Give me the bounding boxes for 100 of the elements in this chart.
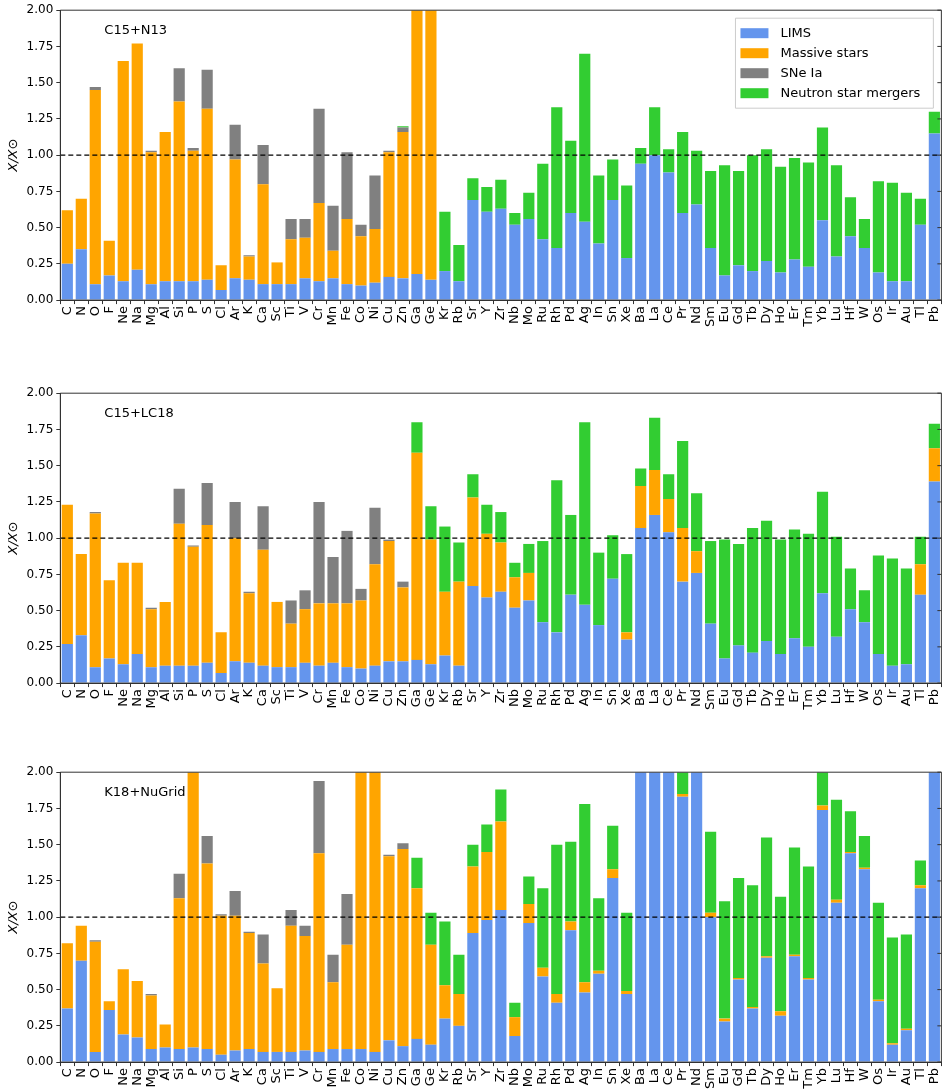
x-tick-label: Rh: [548, 689, 564, 707]
x-tick-label: Pr: [674, 305, 690, 320]
x-tick-label: Rh: [548, 306, 564, 324]
x-tick-label: Ru: [534, 1068, 550, 1085]
x-tick-label: Pd: [562, 306, 578, 323]
x-tick-label: Cu: [380, 306, 396, 324]
x-tick-label: Yb: [813, 306, 829, 324]
x-tick-label: Al: [156, 306, 172, 319]
x-tick-label: O: [86, 1068, 102, 1079]
x-tick-label: Dy: [757, 1067, 773, 1086]
y-tick-label: 0.25: [26, 638, 54, 653]
x-tick-label: Zr: [492, 305, 508, 321]
x-tick-label: Sm: [701, 306, 717, 328]
y-tick-label: 0.50: [26, 219, 54, 234]
x-tick-label: Mo: [520, 306, 536, 326]
x-tick-label: Al: [156, 1068, 172, 1081]
y-tick-label: 1.25: [26, 494, 54, 509]
x-tick-label: Ba: [632, 689, 648, 706]
x-tick-label: Pb: [925, 689, 941, 706]
y-axis-title: X/X⊙: [5, 138, 21, 173]
x-tick-label: P: [184, 1067, 200, 1076]
x-tick-label: Lu: [827, 306, 843, 322]
x-tick-label: Ca: [254, 1068, 270, 1086]
x-tick-label: Cr: [310, 1067, 326, 1083]
x-tick-label: Nd: [688, 689, 703, 708]
x-tick-label: Ar: [226, 305, 242, 321]
x-tick-label: Mn: [324, 306, 340, 326]
x-tick-label: Pr: [674, 688, 690, 703]
x-tick-label: Tl: [911, 689, 927, 702]
y-tick-label: 1.25: [26, 873, 54, 888]
x-tick-label: Ir: [883, 688, 899, 699]
legend-label: Neutron star mergers: [780, 84, 921, 100]
x-tick-label: Gd: [729, 1068, 745, 1087]
x-tick-label: Ni: [366, 306, 382, 320]
x-tick-label: Ir: [883, 1067, 899, 1078]
x-tick-label: Rh: [548, 1068, 564, 1086]
x-tick-label: Na: [128, 306, 144, 324]
x-tick-label: Ag: [576, 689, 592, 707]
x-tick-label: Ca: [254, 689, 270, 707]
x-tick-label: Sn: [604, 1068, 620, 1085]
x-tick-label: Ga: [408, 1068, 424, 1087]
x-tick-label: Mg: [142, 306, 158, 326]
x-tick-label: Sr: [464, 688, 480, 703]
x-tick-label: Pb: [925, 306, 941, 323]
x-tick-label: F: [100, 1068, 116, 1076]
text: C15+LC18: [104, 405, 174, 421]
y-tick-label: 2.00: [26, 385, 54, 400]
x-tick-label: Si: [170, 306, 186, 318]
x-tick-label: C: [58, 689, 74, 699]
x-tick-label: Mn: [324, 689, 340, 709]
x-tick-label: Cr: [310, 688, 326, 704]
x-tick-label: Eu: [715, 306, 731, 323]
y-tick-label: 1.50: [26, 457, 54, 472]
text: K18+NuGrid: [104, 784, 186, 800]
x-tick-label: Ru: [534, 689, 550, 706]
x-tick-label: Sc: [268, 1068, 284, 1084]
x-tick-label: Mo: [520, 689, 536, 709]
y-tick-label: 0.25: [26, 255, 54, 270]
x-tick-label: Co: [352, 306, 368, 324]
legend-label: SNe Ia: [780, 64, 823, 80]
x-tick-label: Mn: [324, 1068, 340, 1088]
x-tick-label: La: [646, 689, 662, 705]
x-tick-label: Pd: [562, 689, 578, 706]
x-tick-label: Xe: [618, 689, 634, 706]
x-tick-label: Nb: [506, 306, 522, 325]
x-tick-label: K: [240, 305, 256, 315]
x-tick-label: C: [58, 1068, 74, 1078]
y-tick-label: 1.50: [26, 74, 54, 89]
x-tick-label: Xe: [618, 1068, 634, 1085]
x-tick-label: Tl: [911, 306, 927, 319]
x-tick-label: O: [86, 689, 102, 700]
x-tick-label: La: [646, 1068, 662, 1084]
x-tick-label: Ge: [422, 1068, 438, 1087]
x-tick-label: Ga: [408, 689, 424, 708]
x-tick-label: Ce: [660, 306, 676, 324]
x-tick-label: Ne: [114, 306, 130, 324]
x-tick-label: Fe: [338, 1068, 354, 1083]
x-tick-label: K: [240, 1067, 256, 1077]
y-tick-label: 1.75: [26, 800, 54, 815]
x-tick-label: Os: [869, 688, 885, 707]
x-tick-label: Cu: [380, 1068, 396, 1086]
x-tick-label: Y: [478, 306, 494, 316]
x-tick-label: Mo: [520, 1068, 536, 1088]
legend-label: Massive stars: [780, 44, 869, 60]
x-tick-label: In: [590, 689, 606, 702]
x-tick-label: Hf: [841, 305, 857, 321]
x-tick-label: O: [86, 306, 102, 317]
x-tick-label: La: [646, 306, 662, 322]
x-tick-label: Y: [478, 689, 494, 699]
x-tick-label: V: [296, 688, 312, 698]
x-tick-label: Sn: [604, 689, 620, 706]
x-tick-label: Fe: [338, 306, 354, 321]
x-tick-label: Ca: [254, 306, 270, 324]
x-tick-label: Sn: [604, 306, 620, 323]
x-tick-label: Al: [156, 689, 172, 702]
x-tick-label: Rb: [450, 689, 466, 707]
x-tick-label: Hf: [841, 688, 857, 704]
x-tick-label: N: [72, 1068, 88, 1078]
x-tick-label: Tm: [799, 306, 815, 328]
x-tick-label: V: [296, 305, 312, 315]
